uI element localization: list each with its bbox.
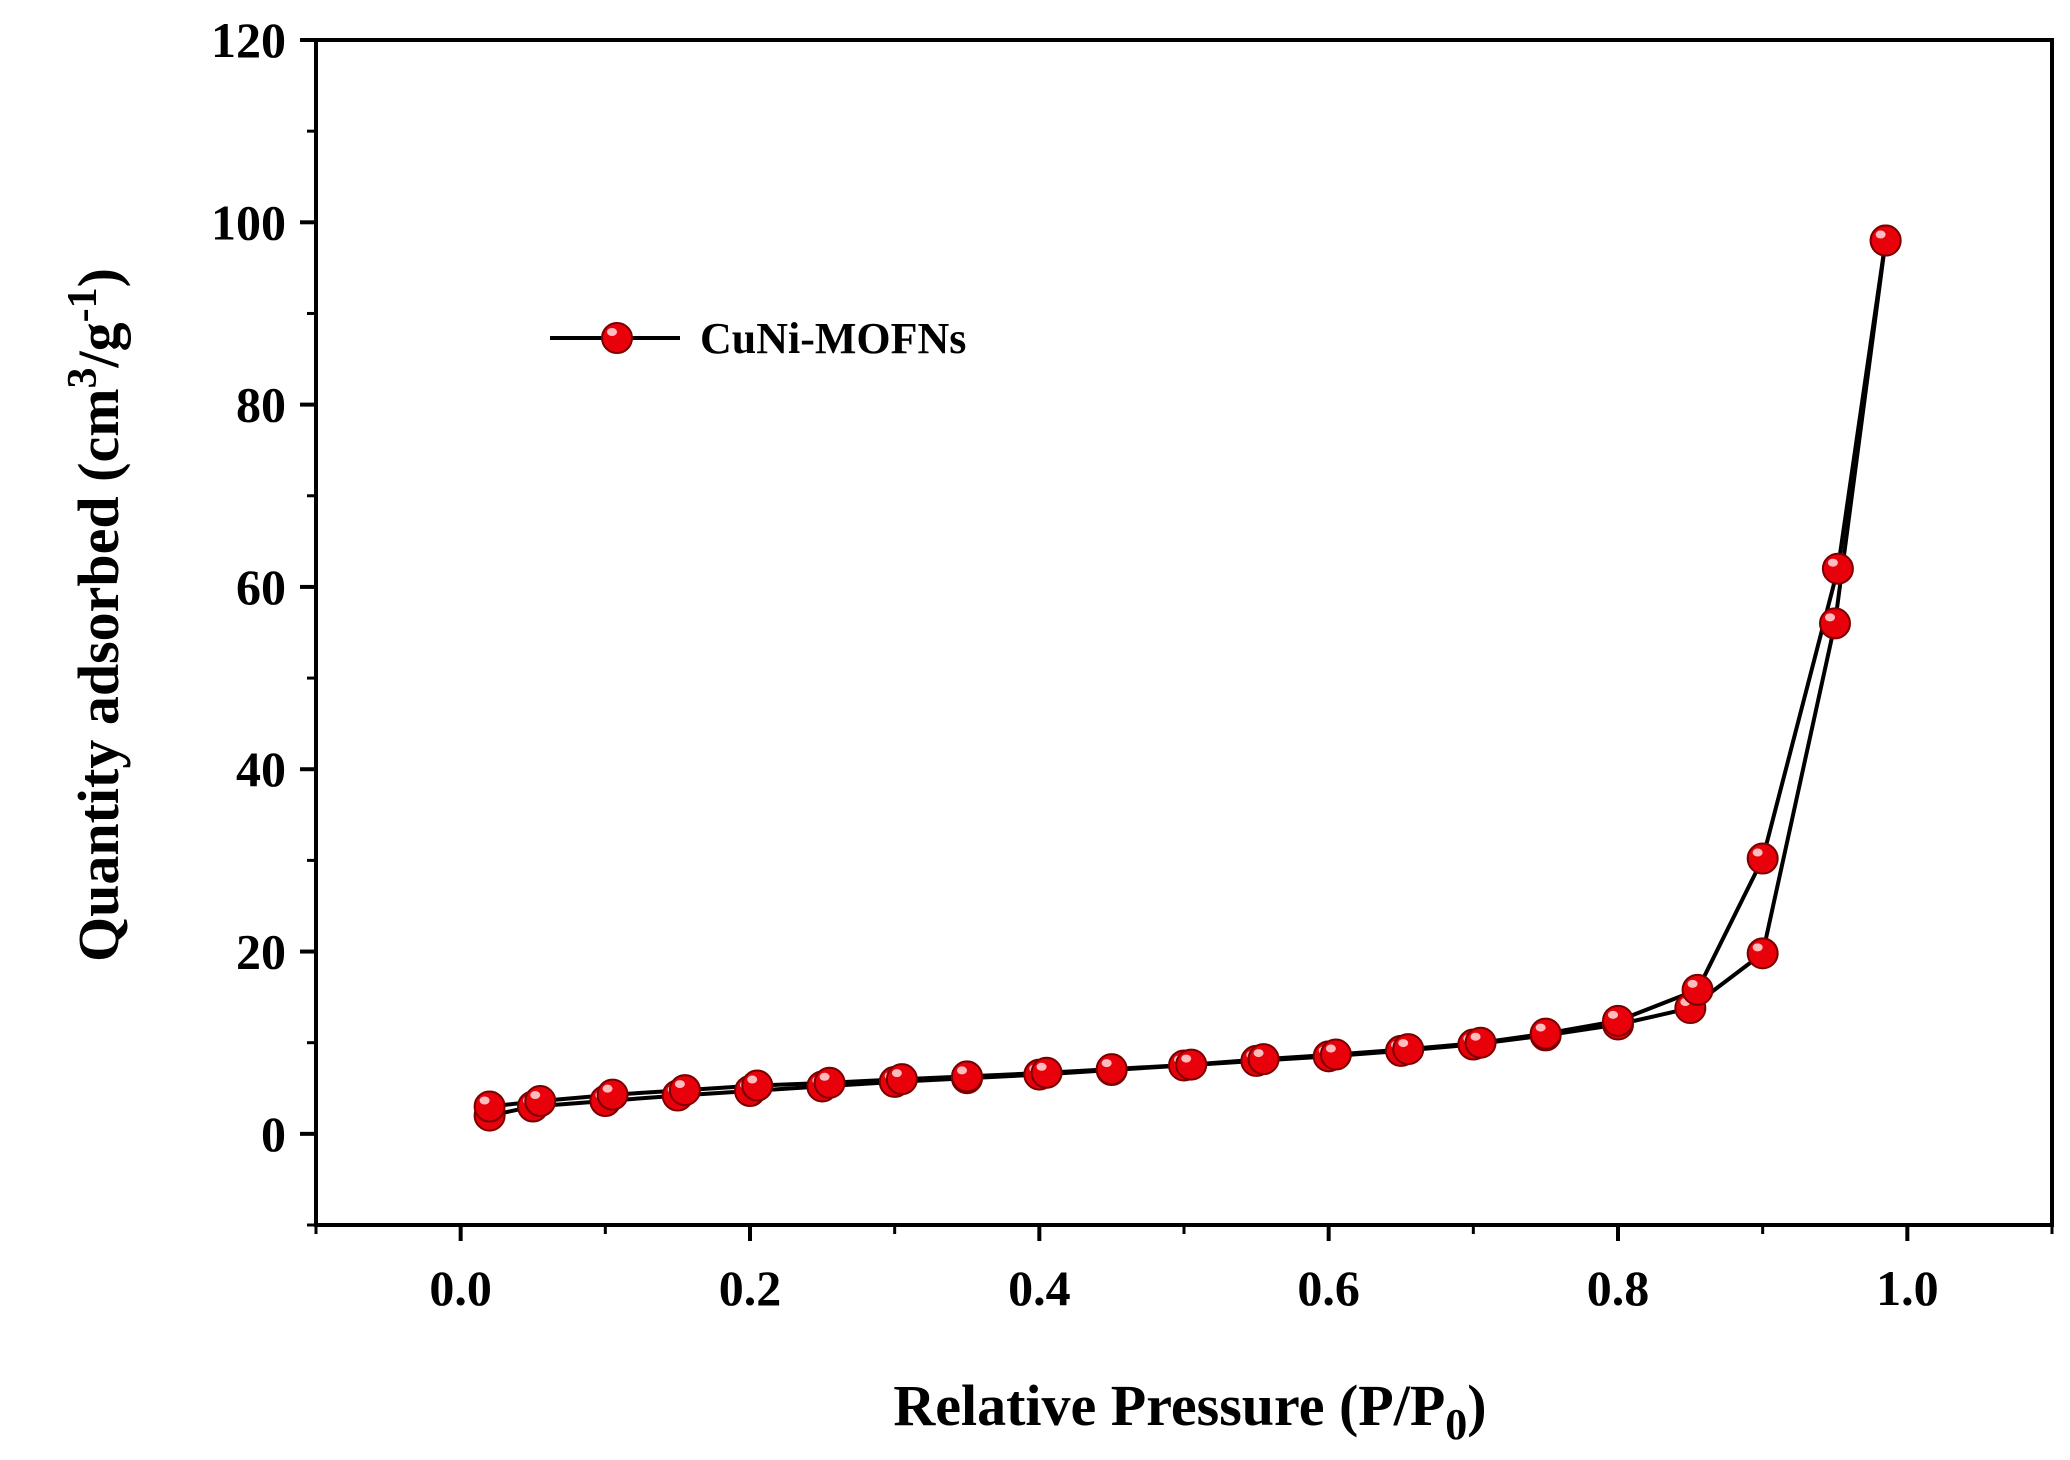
y-tick-label: 0 (261, 1106, 286, 1162)
desorption-point (885, 1063, 918, 1096)
y-tick-label: 60 (236, 559, 286, 615)
y-axis: 0 20 40 60 80 100 120 (211, 12, 316, 1227)
x-axis-title-subscript: 0 (1445, 1400, 1467, 1449)
desorption-point (1319, 1038, 1352, 1071)
y-tick-label: 100 (211, 194, 286, 250)
adsorption-line (489, 240, 1888, 1118)
x-tick-label: 0.0 (429, 1260, 492, 1316)
plot-frame (314, 38, 2054, 1227)
desorption-point (1681, 973, 1714, 1006)
x-axis-title: Relative Pressure (P/P0) (893, 1373, 1486, 1449)
x-tick-label: 0.6 (1297, 1260, 1360, 1316)
y-tick-label: 80 (236, 377, 286, 433)
x-tick-label: 0.4 (1008, 1260, 1071, 1316)
x-tick-label: 1.0 (1876, 1260, 1939, 1316)
desorption-line (489, 240, 1888, 1109)
desorption-point (1529, 1017, 1562, 1050)
x-tick-label: 0.8 (1587, 1260, 1650, 1316)
desorption-point (524, 1085, 557, 1118)
legend: CuNi-MOFNs (550, 314, 966, 363)
y-axis-title: Quantity adsorbed (cm3/g-1) (60, 268, 131, 962)
desorption-point (1869, 224, 1902, 257)
adsorption-point (1746, 937, 1779, 970)
legend-label: CuNi-MOFNs (700, 314, 966, 363)
desorption-point (1175, 1048, 1208, 1081)
desorption-point (596, 1078, 629, 1111)
desorption-point (668, 1074, 701, 1107)
y-tick-label: 20 (236, 924, 286, 980)
desorption-point (1602, 1004, 1634, 1037)
desorption-point (1821, 552, 1854, 585)
x-tick-label: 0.2 (719, 1260, 782, 1316)
series-lines (489, 240, 1888, 1118)
desorption-point (1464, 1026, 1497, 1059)
desorption-point (741, 1069, 774, 1102)
desorption-point (1030, 1056, 1063, 1089)
desorption-point (1392, 1033, 1425, 1066)
desorption-point (813, 1066, 846, 1099)
desorption-point (1095, 1053, 1128, 1086)
legend-marker (601, 322, 633, 354)
desorption-point (473, 1090, 506, 1123)
desorption-point (1247, 1043, 1280, 1076)
y-axis-title-superscript-2: -1 (60, 287, 106, 322)
x-axis: 0.0 0.2 0.4 0.6 0.8 1.0 (314, 1225, 2054, 1316)
y-tick-label: 40 (236, 741, 286, 797)
adsorption-point (1819, 607, 1851, 640)
y-tick-label: 120 (211, 12, 286, 68)
y-axis-title-superscript-1: 3 (60, 367, 106, 388)
desorption-point (1746, 842, 1779, 875)
desorption-point (951, 1060, 983, 1093)
series-markers (473, 224, 1902, 1132)
